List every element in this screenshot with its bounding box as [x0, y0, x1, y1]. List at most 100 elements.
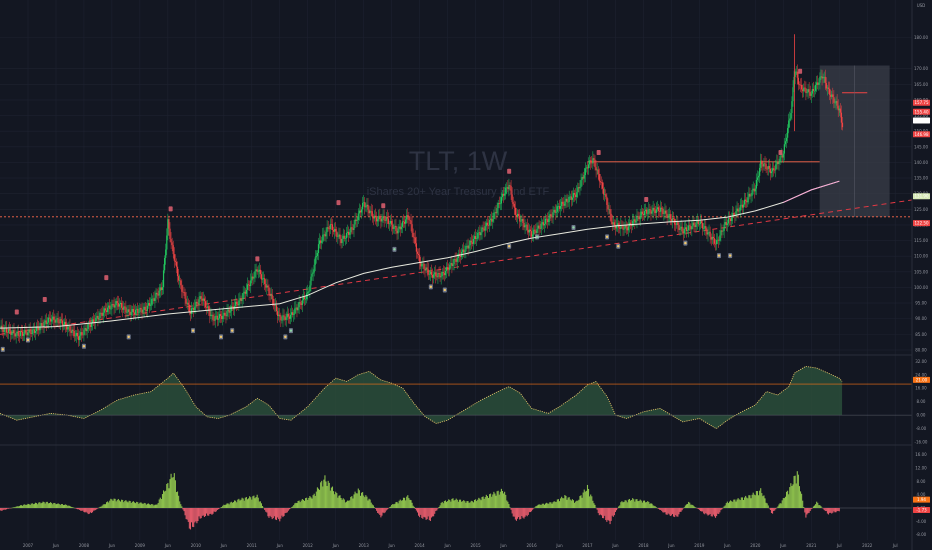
candle-body	[157, 294, 159, 296]
candle-body	[532, 234, 534, 237]
histogram-bar	[810, 508, 812, 510]
histogram-bar	[744, 497, 746, 508]
histogram-bar	[512, 508, 514, 517]
candle-body	[819, 76, 821, 83]
candle-body	[454, 258, 456, 260]
candle-body	[601, 182, 604, 189]
candle-body	[388, 223, 391, 225]
candle-body	[635, 221, 637, 223]
histogram-bar	[767, 505, 769, 508]
histogram-bar	[572, 500, 575, 508]
histogram-bar	[521, 508, 523, 516]
candle-body	[142, 310, 144, 313]
oscillator-tick-label: 24.00	[915, 372, 927, 377]
candle-body	[456, 258, 458, 262]
candle-body	[391, 221, 393, 225]
candle-body	[286, 313, 288, 318]
histogram-bar	[513, 508, 515, 517]
candle-body	[274, 305, 277, 306]
candle-body	[296, 307, 298, 311]
histogram-bar	[594, 504, 596, 508]
candle-body	[742, 204, 745, 208]
histogram-bar	[748, 495, 750, 508]
candle-body	[812, 89, 815, 91]
candle-body	[426, 267, 428, 270]
histogram-bar	[576, 500, 578, 508]
histogram-bar	[487, 497, 490, 508]
histogram-bar	[301, 499, 303, 508]
candle-body	[759, 167, 761, 176]
candle-body	[617, 223, 619, 226]
candle-body	[663, 213, 665, 215]
histogram-bar	[184, 508, 186, 516]
histogram-axis[interactable]: 16.0012.008.004.000.00-4.00-8.001.94-1.7…	[913, 452, 930, 537]
time-tick-label: Jun	[611, 543, 619, 548]
histogram-bar	[838, 508, 840, 512]
histogram-bar	[239, 500, 241, 508]
histogram-bar	[425, 508, 427, 520]
signal-badge-top	[596, 150, 601, 156]
candle-body	[231, 306, 234, 307]
support-trendline	[0, 199, 913, 335]
histogram-bar	[8, 508, 10, 509]
candle-body	[557, 206, 560, 207]
price-axis[interactable]: 180.00170.00165.00160.00155.00150.00145.…	[913, 35, 930, 353]
candle-body	[716, 240, 718, 245]
candle-body	[441, 272, 443, 277]
time-axis[interactable]: 2007 Jun 2008 Jun 2009 Jun 2010 Jun 2011 Jun 2012 J…	[23, 543, 898, 548]
candle-body	[146, 305, 149, 311]
candle-body	[793, 76, 795, 88]
candle-body	[88, 323, 90, 325]
histogram-bar	[37, 504, 39, 508]
histogram-bar	[209, 508, 211, 514]
histogram-bar	[67, 505, 69, 508]
candle-body	[49, 318, 52, 322]
candle-body	[56, 318, 58, 320]
histogram-bar	[232, 502, 235, 508]
candle-body	[511, 194, 513, 203]
histogram-bar	[563, 498, 565, 508]
candle-body	[607, 204, 609, 210]
histogram-bar	[258, 501, 260, 508]
candle-body	[579, 186, 581, 189]
histogram-bar	[372, 505, 374, 508]
candle-body	[413, 237, 415, 238]
histogram-bar	[435, 508, 437, 512]
histogram-bar	[173, 473, 175, 508]
candle-body	[317, 244, 320, 254]
histogram-bar	[633, 499, 635, 508]
histogram-bar	[202, 508, 204, 516]
histogram-bar	[213, 508, 215, 512]
candle-body	[490, 218, 492, 221]
histogram-bar	[826, 508, 828, 514]
histogram-bar	[704, 508, 706, 515]
histogram-bar	[335, 491, 337, 508]
histogram-bar	[718, 508, 720, 514]
candle-body	[110, 308, 112, 310]
candle-body	[385, 216, 387, 221]
histogram-bar	[25, 504, 27, 508]
histogram-bar	[23, 504, 25, 508]
grid-lines	[0, 0, 912, 540]
candle-body	[398, 226, 400, 229]
candle-body	[356, 219, 358, 221]
histogram-bar	[506, 500, 508, 508]
histogram-bar	[679, 508, 681, 512]
histogram-bar	[661, 508, 663, 511]
histogram-bar	[726, 501, 728, 508]
histogram-bar	[507, 501, 509, 508]
time-tick-label: 2017	[582, 543, 593, 548]
histogram-bar	[797, 474, 799, 508]
histogram-bar	[160, 499, 162, 508]
histogram-bar	[753, 494, 755, 508]
histogram-bar	[691, 504, 693, 508]
candle-body	[516, 213, 519, 217]
histogram-bar	[85, 508, 87, 512]
candle-body	[838, 108, 840, 111]
candle-body	[126, 312, 128, 313]
histogram-bar	[61, 504, 63, 508]
histogram-bar	[476, 501, 478, 508]
candle-body	[380, 218, 382, 222]
candle-body	[362, 202, 364, 210]
